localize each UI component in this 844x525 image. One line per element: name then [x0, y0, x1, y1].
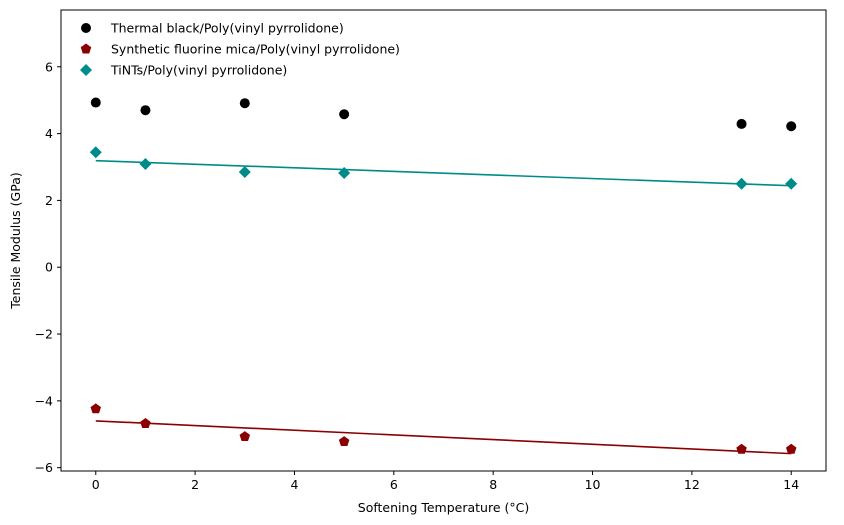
- fit-line: [95, 159, 792, 187]
- data-point: [139, 158, 152, 171]
- data-point: [140, 418, 151, 429]
- data-point: [786, 121, 797, 132]
- data-point: [736, 443, 747, 454]
- series-1: [90, 403, 797, 455]
- legend-label: Thermal black/Poly(vinyl pyrrolidone): [110, 21, 344, 36]
- x-tick-label: 2: [191, 477, 199, 492]
- data-point: [786, 443, 797, 454]
- axis-ticks: 0 2 4 6 8 10 12 14 −6 −4 −2 0 2 4 6: [35, 59, 800, 492]
- legend-marker: [80, 43, 92, 54]
- legend-label: Synthetic fluorine mica/Poly(vinyl pyrro…: [111, 42, 400, 57]
- data-point: [90, 97, 101, 108]
- x-axis-label: Softening Temperature (°C): [358, 500, 529, 515]
- data-point: [90, 403, 101, 414]
- x-tick-label: 6: [390, 477, 398, 492]
- plot-area: [89, 97, 798, 455]
- fit-line: [95, 420, 792, 455]
- data-point: [89, 146, 102, 159]
- data-point: [239, 98, 250, 109]
- y-tick-label: −6: [35, 460, 53, 475]
- legend-label: TiNTs/Poly(vinyl pyrrolidone): [110, 63, 287, 78]
- y-axis-label: Tensile Modulus (GPa): [8, 172, 23, 310]
- y-tick-label: −4: [35, 393, 53, 408]
- legend-marker: [80, 64, 92, 76]
- series-0: [90, 97, 797, 132]
- legend-item: Thermal black/Poly(vinyl pyrrolidone): [81, 21, 344, 36]
- data-point: [239, 431, 251, 442]
- x-tick-label: 12: [684, 477, 700, 492]
- data-point: [736, 118, 747, 129]
- y-tick-label: 2: [45, 193, 53, 208]
- data-point: [140, 105, 151, 116]
- data-point: [735, 177, 748, 190]
- y-tick-label: 0: [45, 260, 53, 275]
- data-point: [339, 109, 350, 120]
- plot-frame: [60, 9, 827, 472]
- legend-item: TiNTs/Poly(vinyl pyrrolidone): [80, 63, 287, 78]
- x-tick-label: 8: [489, 477, 497, 492]
- legend-item: Synthetic fluorine mica/Poly(vinyl pyrro…: [80, 42, 400, 57]
- x-tick-label: 4: [290, 477, 298, 492]
- series-2: [89, 146, 798, 190]
- y-tick-label: 4: [45, 126, 53, 141]
- legend: Thermal black/Poly(vinyl pyrrolidone) Syn…: [80, 21, 400, 78]
- x-tick-label: 10: [585, 477, 601, 492]
- x-tick-label: 0: [92, 477, 100, 492]
- data-point: [785, 177, 798, 190]
- y-tick-label: 6: [45, 59, 53, 74]
- y-tick-label: −2: [35, 327, 53, 342]
- data-point: [338, 436, 350, 447]
- legend-marker: [81, 23, 91, 33]
- data-point: [238, 166, 251, 179]
- x-tick-label: 14: [783, 477, 799, 492]
- data-point: [338, 167, 351, 180]
